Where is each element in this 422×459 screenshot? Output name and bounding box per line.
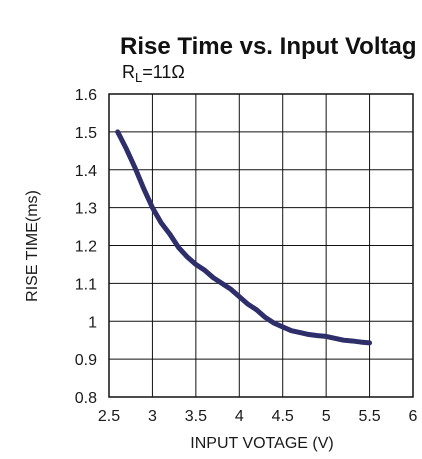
- chart-subtitle: RL=11Ω: [122, 62, 185, 85]
- x-tick-label: 5: [322, 408, 331, 425]
- x-tick-label: 2.5: [98, 408, 120, 425]
- x-tick-label: 3: [148, 408, 157, 425]
- y-tick-label: 1: [88, 314, 97, 331]
- y-axis-label: RISE TIME(ms): [24, 190, 41, 302]
- series-line: [115, 129, 373, 346]
- x-tick-label: 3.5: [185, 408, 207, 425]
- x-axis-label: INPUT VOTAGE (V): [190, 435, 333, 452]
- y-tick-label: 0.9: [75, 352, 97, 369]
- x-tick-labels: 2.5 3 3.5 4 4.5 5 5.5 6: [98, 408, 418, 425]
- grid: [108, 93, 414, 398]
- y-tick-label: 1.6: [75, 87, 97, 104]
- y-tick-labels: 0.8 0.9 1 1.1 1.2 1.3 1.4 1.5 1.6: [75, 87, 97, 407]
- y-tick-label: 0.8: [75, 390, 97, 407]
- y-tick-label: 1.2: [75, 239, 97, 256]
- y-tick-label: 1.5: [75, 125, 97, 142]
- x-tick-label: 5.5: [358, 408, 380, 425]
- chart-title: Rise Time vs. Input Voltag: [120, 33, 417, 60]
- y-tick-label: 1.3: [75, 201, 97, 218]
- y-tick-label: 1.1: [75, 276, 97, 293]
- x-tick-label: 4.5: [272, 408, 294, 425]
- y-tick-label: 1.4: [75, 163, 97, 180]
- x-tick-label: 4: [235, 408, 244, 425]
- x-tick-label: 6: [409, 408, 418, 425]
- plot-frame: [108, 93, 414, 398]
